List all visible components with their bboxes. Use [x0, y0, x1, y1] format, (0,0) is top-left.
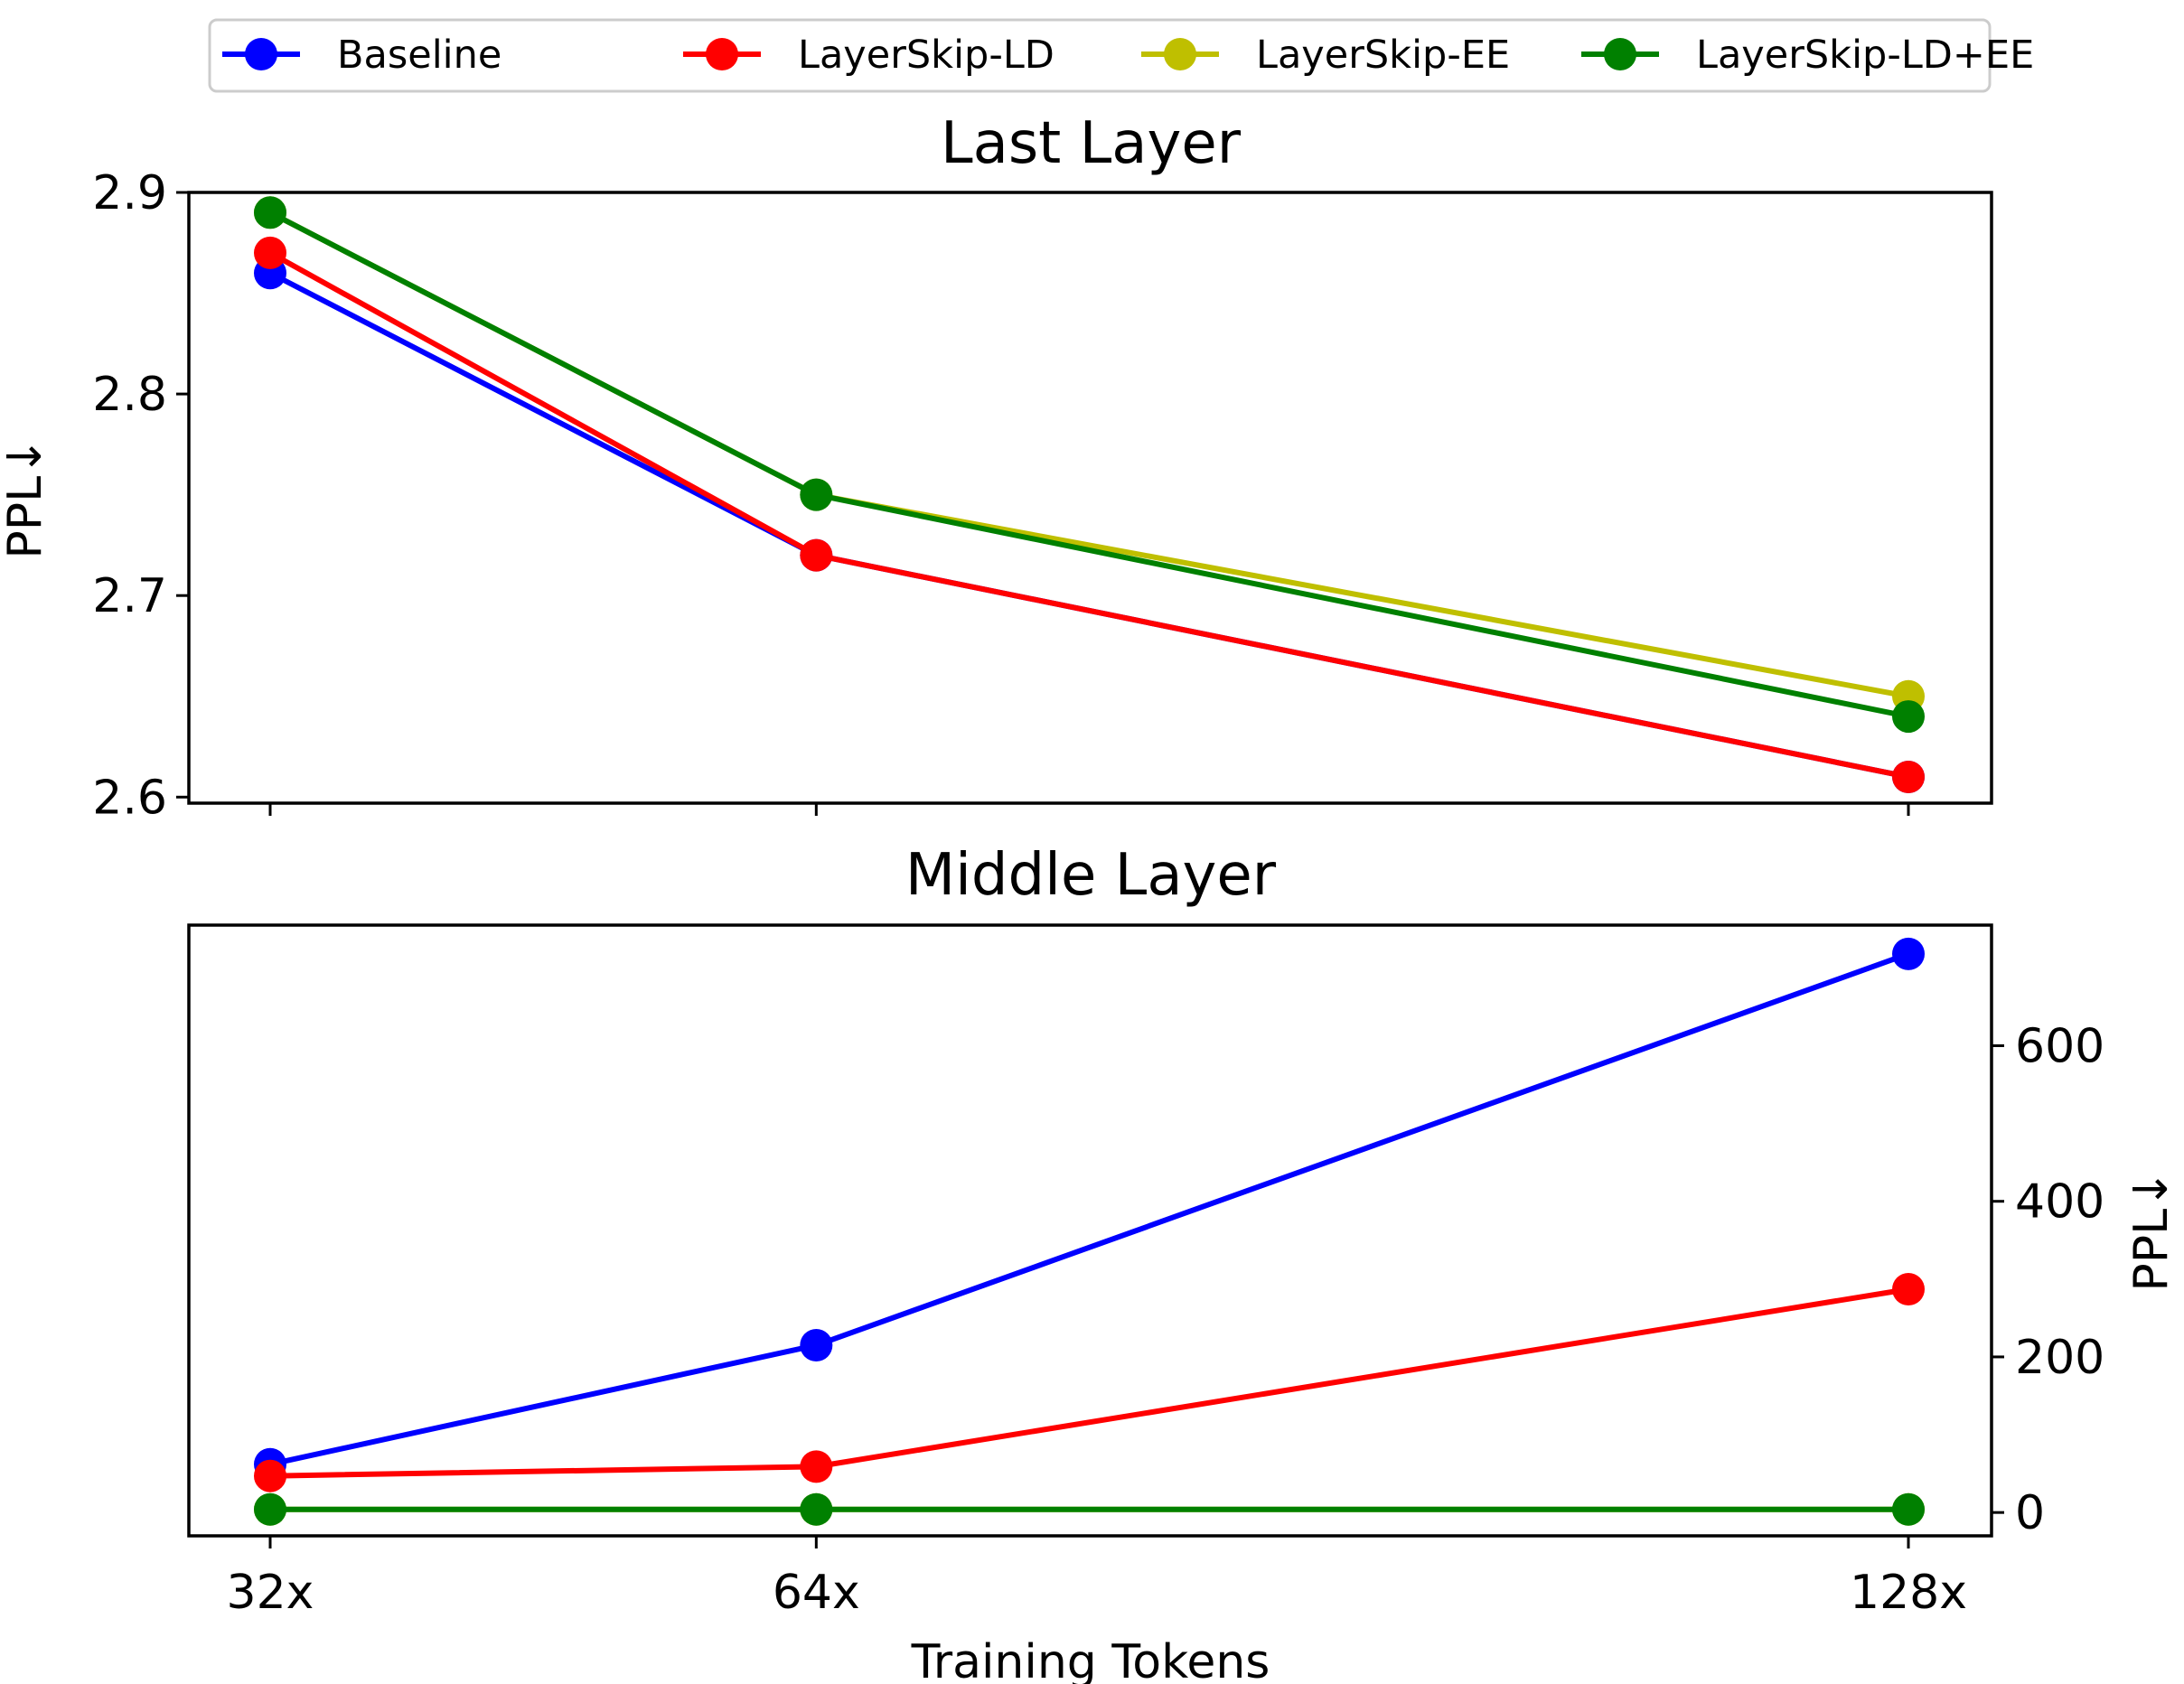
- data-point: [254, 196, 286, 229]
- y-tick-middle-layer: 600: [1992, 1019, 2104, 1073]
- data-point: [1892, 1492, 1925, 1526]
- series-line: [269, 1286, 1909, 1479]
- legend-item-baseline: Baseline: [222, 33, 501, 78]
- y-tick-label: 2.9: [92, 166, 167, 220]
- series-line: [268, 210, 1909, 699]
- data-point: [254, 236, 286, 269]
- legend-label: LayerSkip-LD: [798, 33, 1055, 78]
- data-point: [254, 1459, 286, 1492]
- panel-last-layer: Last Layer 2.6 2.7 2.8 2.9 PPL↓: [0, 110, 1993, 825]
- series-layerskip-ld-ee: [254, 196, 1925, 734]
- legend-swatch-marker: [1604, 38, 1636, 70]
- y-tick-last-layer: 2.8: [92, 368, 189, 422]
- y-tick-middle-layer: 0: [1992, 1486, 2045, 1540]
- data-point: [1892, 937, 1925, 970]
- series-layerskip-ee: [254, 196, 1925, 713]
- legend-item-layerskip-ld: LayerSkip-LD: [683, 33, 1055, 78]
- x-tick-label: 128x: [1850, 1566, 1967, 1620]
- panel-title-last-layer: Last Layer: [941, 110, 1242, 177]
- series-layerskip-ld: [254, 236, 1925, 793]
- data-point: [800, 538, 833, 572]
- data-point: [254, 1492, 286, 1526]
- series-baseline: [254, 937, 1925, 1481]
- panel-middle-layer: Middle Layer 0 200 400 600 32x 64x 128x PPL↓: [187, 842, 2179, 1620]
- x-tick-label: 32x: [227, 1566, 314, 1620]
- legend-swatch-marker: [706, 38, 738, 70]
- series-line: [269, 951, 1910, 1467]
- data-point: [1892, 700, 1925, 734]
- y-tick-last-layer: 2.6: [92, 771, 189, 825]
- x-axis-title: Training Tokens: [911, 1635, 1270, 1684]
- y-tick-label: 600: [2015, 1019, 2104, 1073]
- legend: Baseline LayerSkip-LD LayerSkip-EE LayerSki…: [208, 18, 2034, 93]
- series-baseline: [254, 257, 1925, 793]
- series-line: [268, 270, 1909, 780]
- y-tick-label: 2.8: [92, 368, 167, 422]
- legend-label: LayerSkip-LD+EE: [1696, 33, 2034, 78]
- x-tick-label: 64x: [773, 1566, 860, 1620]
- y-tick-label: 2.6: [92, 771, 167, 825]
- series-line: [268, 250, 1909, 780]
- y-axis-title-last-layer: PPL↓: [0, 436, 52, 558]
- legend-item-layerskip-ld-ee: LayerSkip-LD+EE: [1581, 33, 2034, 78]
- plot-frame-last-layer: [187, 191, 1993, 805]
- y-tick-last-layer: 2.9: [92, 166, 189, 220]
- data-point: [800, 1329, 833, 1362]
- y-tick-last-layer: 2.7: [92, 569, 189, 623]
- x-tick-middle-layer: 64x: [773, 1536, 860, 1620]
- y-tick-label: 2.7: [92, 569, 167, 623]
- y-tick-middle-layer: 200: [1992, 1331, 2104, 1385]
- y-tick-middle-layer: 400: [1992, 1175, 2104, 1230]
- data-point: [1892, 760, 1925, 793]
- data-point: [1892, 1273, 1925, 1306]
- legend-swatch-marker: [245, 38, 277, 70]
- y-tick-label: 400: [2015, 1175, 2104, 1230]
- data-point: [800, 1492, 833, 1526]
- series-layerskip-ld: [254, 1273, 1925, 1492]
- y-tick-label: 200: [2015, 1331, 2104, 1385]
- series-line: [268, 210, 1909, 720]
- series-layerskip-ld-ee: [254, 1492, 1925, 1526]
- legend-item-layerskip-ee: LayerSkip-EE: [1141, 33, 1510, 78]
- data-point: [800, 1450, 833, 1483]
- legend-frame: [208, 18, 1992, 93]
- x-tick-middle-layer: 128x: [1850, 1536, 1967, 1620]
- legend-label: Baseline: [337, 33, 501, 78]
- plot-frame-middle-layer: [187, 923, 1993, 1538]
- legend-label: LayerSkip-EE: [1256, 33, 1510, 78]
- y-tick-label: 0: [2015, 1486, 2045, 1540]
- x-tick-middle-layer: 32x: [227, 1536, 314, 1620]
- legend-swatch-marker: [1164, 38, 1196, 70]
- panel-title-middle-layer: Middle Layer: [905, 842, 1277, 909]
- data-point: [800, 478, 833, 511]
- y-axis-title-middle-layer: PPL↓: [2124, 1169, 2179, 1291]
